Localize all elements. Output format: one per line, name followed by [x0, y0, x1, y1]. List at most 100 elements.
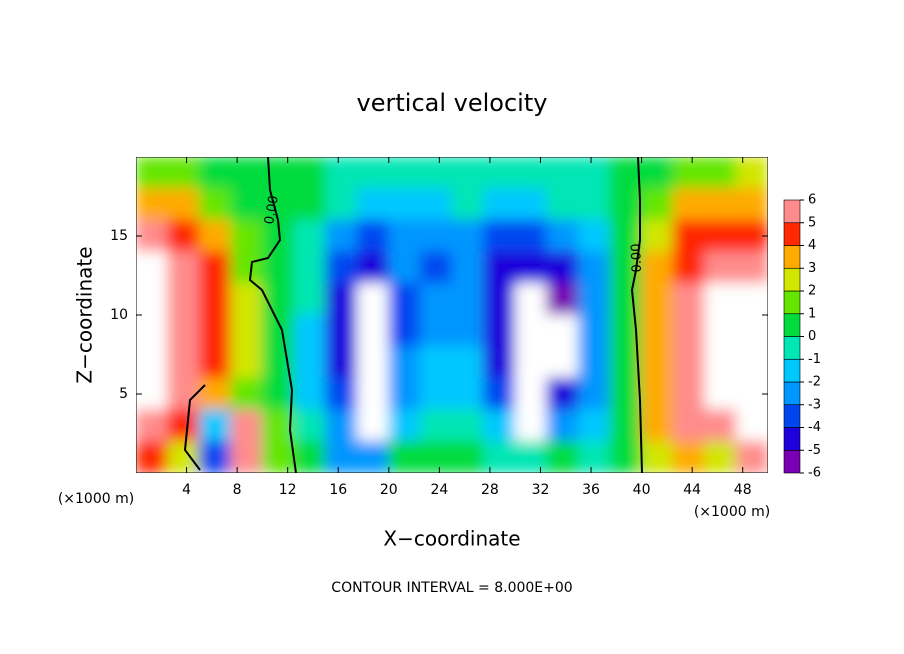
heat-cell [704, 409, 737, 442]
heat-cell [577, 440, 611, 473]
colorbar-swatch [783, 404, 801, 428]
y-axis-label: Z−coordinate [73, 246, 97, 383]
heat-cell [451, 440, 485, 473]
heat-cell [672, 251, 706, 284]
heat-cell [356, 157, 390, 190]
heat-cell [388, 314, 421, 348]
heat-cell [230, 314, 263, 348]
colorbar-label: -2 [808, 375, 821, 390]
heat-cell [356, 282, 390, 316]
heat-cell [136, 157, 169, 190]
heat-cell [483, 377, 516, 411]
colorbar-label: 4 [808, 238, 816, 253]
heat-cell [483, 219, 516, 253]
colorbar-label: -6 [808, 466, 821, 481]
heat-cell [514, 157, 548, 190]
x-tick-label: 24 [430, 482, 448, 498]
heat-cell [483, 440, 516, 473]
heat-cell [546, 251, 579, 284]
heat-cell [704, 157, 737, 190]
heat-cell [167, 282, 200, 316]
heat-cell [483, 188, 516, 221]
heat-cell [419, 440, 453, 473]
heat-cell [356, 251, 390, 284]
colorbar-swatch [783, 427, 801, 451]
heat-cell [546, 377, 579, 411]
heat-cell [261, 314, 295, 348]
heat-cell [419, 282, 453, 316]
heat-cell [167, 346, 200, 379]
heat-cell [672, 157, 706, 190]
heat-cell [546, 282, 579, 316]
x-unit-label: (×1000 m) [58, 491, 134, 507]
heat-cell [230, 440, 263, 473]
heat-cell [641, 346, 674, 379]
heat-cell [419, 188, 453, 221]
heat-cell [325, 377, 358, 411]
heat-cell [388, 282, 421, 316]
heat-cell [261, 251, 295, 284]
heat-cell [577, 314, 611, 348]
x-tick-label: 44 [683, 482, 701, 498]
heat-cell [293, 251, 327, 284]
heat-cell [609, 377, 643, 411]
heat-cell [293, 440, 327, 473]
heat-cell [325, 314, 358, 348]
heat-cell [577, 377, 611, 411]
heat-cell [577, 409, 611, 442]
colorbar-label: -4 [808, 420, 821, 435]
heat-cell [704, 440, 737, 473]
heat-cell [704, 188, 737, 221]
colorbar-label: 5 [808, 215, 816, 230]
zero-contour [630, 157, 643, 473]
heat-cell [735, 314, 768, 348]
heat-cell [735, 282, 768, 316]
heat-cell [167, 377, 200, 411]
heat-cell [546, 346, 579, 379]
colorbar-label: 1 [808, 306, 816, 321]
heat-cell [167, 251, 200, 284]
heat-cell [672, 314, 706, 348]
heat-cell [672, 219, 706, 253]
heat-cell [293, 346, 327, 379]
heat-cell [735, 251, 768, 284]
heat-cell [325, 219, 358, 253]
x-tick-label: 4 [182, 482, 191, 498]
heat-cell [641, 440, 674, 473]
heat-cell [293, 188, 327, 221]
heat-cell [261, 440, 295, 473]
heat-cell [136, 314, 169, 348]
heat-cell [136, 188, 169, 221]
heat-cell [293, 314, 327, 348]
heat-cell [577, 346, 611, 379]
heat-cell [704, 377, 737, 411]
heat-cell [167, 440, 200, 473]
heat-cell [388, 409, 421, 442]
heat-cell [388, 377, 421, 411]
heat-cell [230, 188, 263, 221]
heat-cell [483, 282, 516, 316]
heat-cell [230, 377, 263, 411]
heat-cell [451, 282, 485, 316]
colorbar-swatch [783, 199, 801, 224]
heat-cell [419, 346, 453, 379]
heat-cell [136, 251, 169, 284]
heat-cell [230, 157, 263, 190]
heat-cell [672, 282, 706, 316]
heat-cell [419, 314, 453, 348]
heat-cell [514, 219, 548, 253]
heat-cell [388, 157, 421, 190]
heat-cell [325, 282, 358, 316]
x-tick-label: 40 [633, 482, 651, 498]
heat-cell [672, 188, 706, 221]
heat-cell [514, 188, 548, 221]
heat-cell [198, 409, 232, 442]
heat-cell [577, 282, 611, 316]
heat-cell [735, 409, 768, 442]
heat-cell [388, 188, 421, 221]
heat-cell [261, 377, 295, 411]
heat-cell [483, 409, 516, 442]
heat-cell [261, 409, 295, 442]
heat-cell [419, 219, 453, 253]
